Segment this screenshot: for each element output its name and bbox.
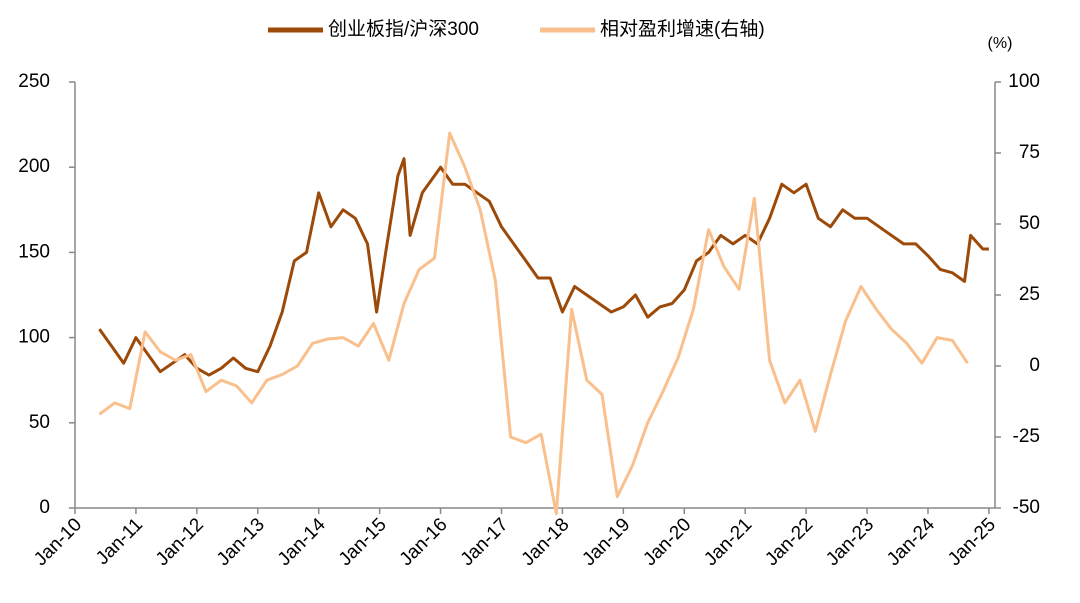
x-tick-label: Jan-12 — [152, 514, 208, 570]
y2-tick-label: -50 — [1013, 497, 1040, 518]
x-tick-label: Jan-16 — [396, 514, 452, 570]
x-tick-label: Jan-18 — [518, 514, 574, 570]
y-tick-label: 100 — [18, 327, 50, 348]
x-tick-label: Jan-25 — [944, 514, 1000, 570]
y-tick-label: 250 — [18, 71, 50, 92]
x-tick-label: Jan-22 — [761, 514, 817, 570]
y-tick-label: 200 — [18, 156, 50, 177]
y2-unit: (%) — [988, 35, 1013, 52]
series-line — [98, 157, 989, 377]
y2-tick-label: 100 — [1008, 71, 1040, 92]
x-tick-label: Jan-20 — [639, 514, 695, 570]
x-tick-label: Jan-21 — [700, 514, 756, 570]
y2-tick-label: 50 — [1019, 213, 1040, 234]
series-line — [98, 131, 969, 516]
x-tick-label: Jan-23 — [822, 514, 878, 570]
x-tick-label: Jan-24 — [883, 514, 939, 570]
x-tick-label: Jan-17 — [457, 514, 513, 570]
x-tick-label: Jan-11 — [92, 514, 147, 569]
y-tick-label: 50 — [29, 412, 50, 433]
x-tick-label: Jan-13 — [213, 514, 269, 570]
x-tick-label: Jan-15 — [335, 514, 391, 570]
legend-label: 创业板指/沪深300 — [328, 18, 479, 40]
legend-label: 相对盈利增速(右轴) — [600, 18, 765, 40]
x-tick-label: Jan-19 — [578, 514, 634, 570]
y2-tick-label: -25 — [1013, 426, 1040, 447]
x-tick-label: Jan-14 — [274, 514, 330, 570]
y-tick-label: 0 — [39, 497, 50, 518]
y2-tick-label: 25 — [1019, 284, 1040, 305]
x-tick-label: Jan-10 — [30, 514, 86, 570]
y2-tick-label: 75 — [1019, 142, 1040, 163]
y-tick-label: 150 — [18, 241, 50, 262]
y2-tick-label: 0 — [1029, 355, 1040, 376]
